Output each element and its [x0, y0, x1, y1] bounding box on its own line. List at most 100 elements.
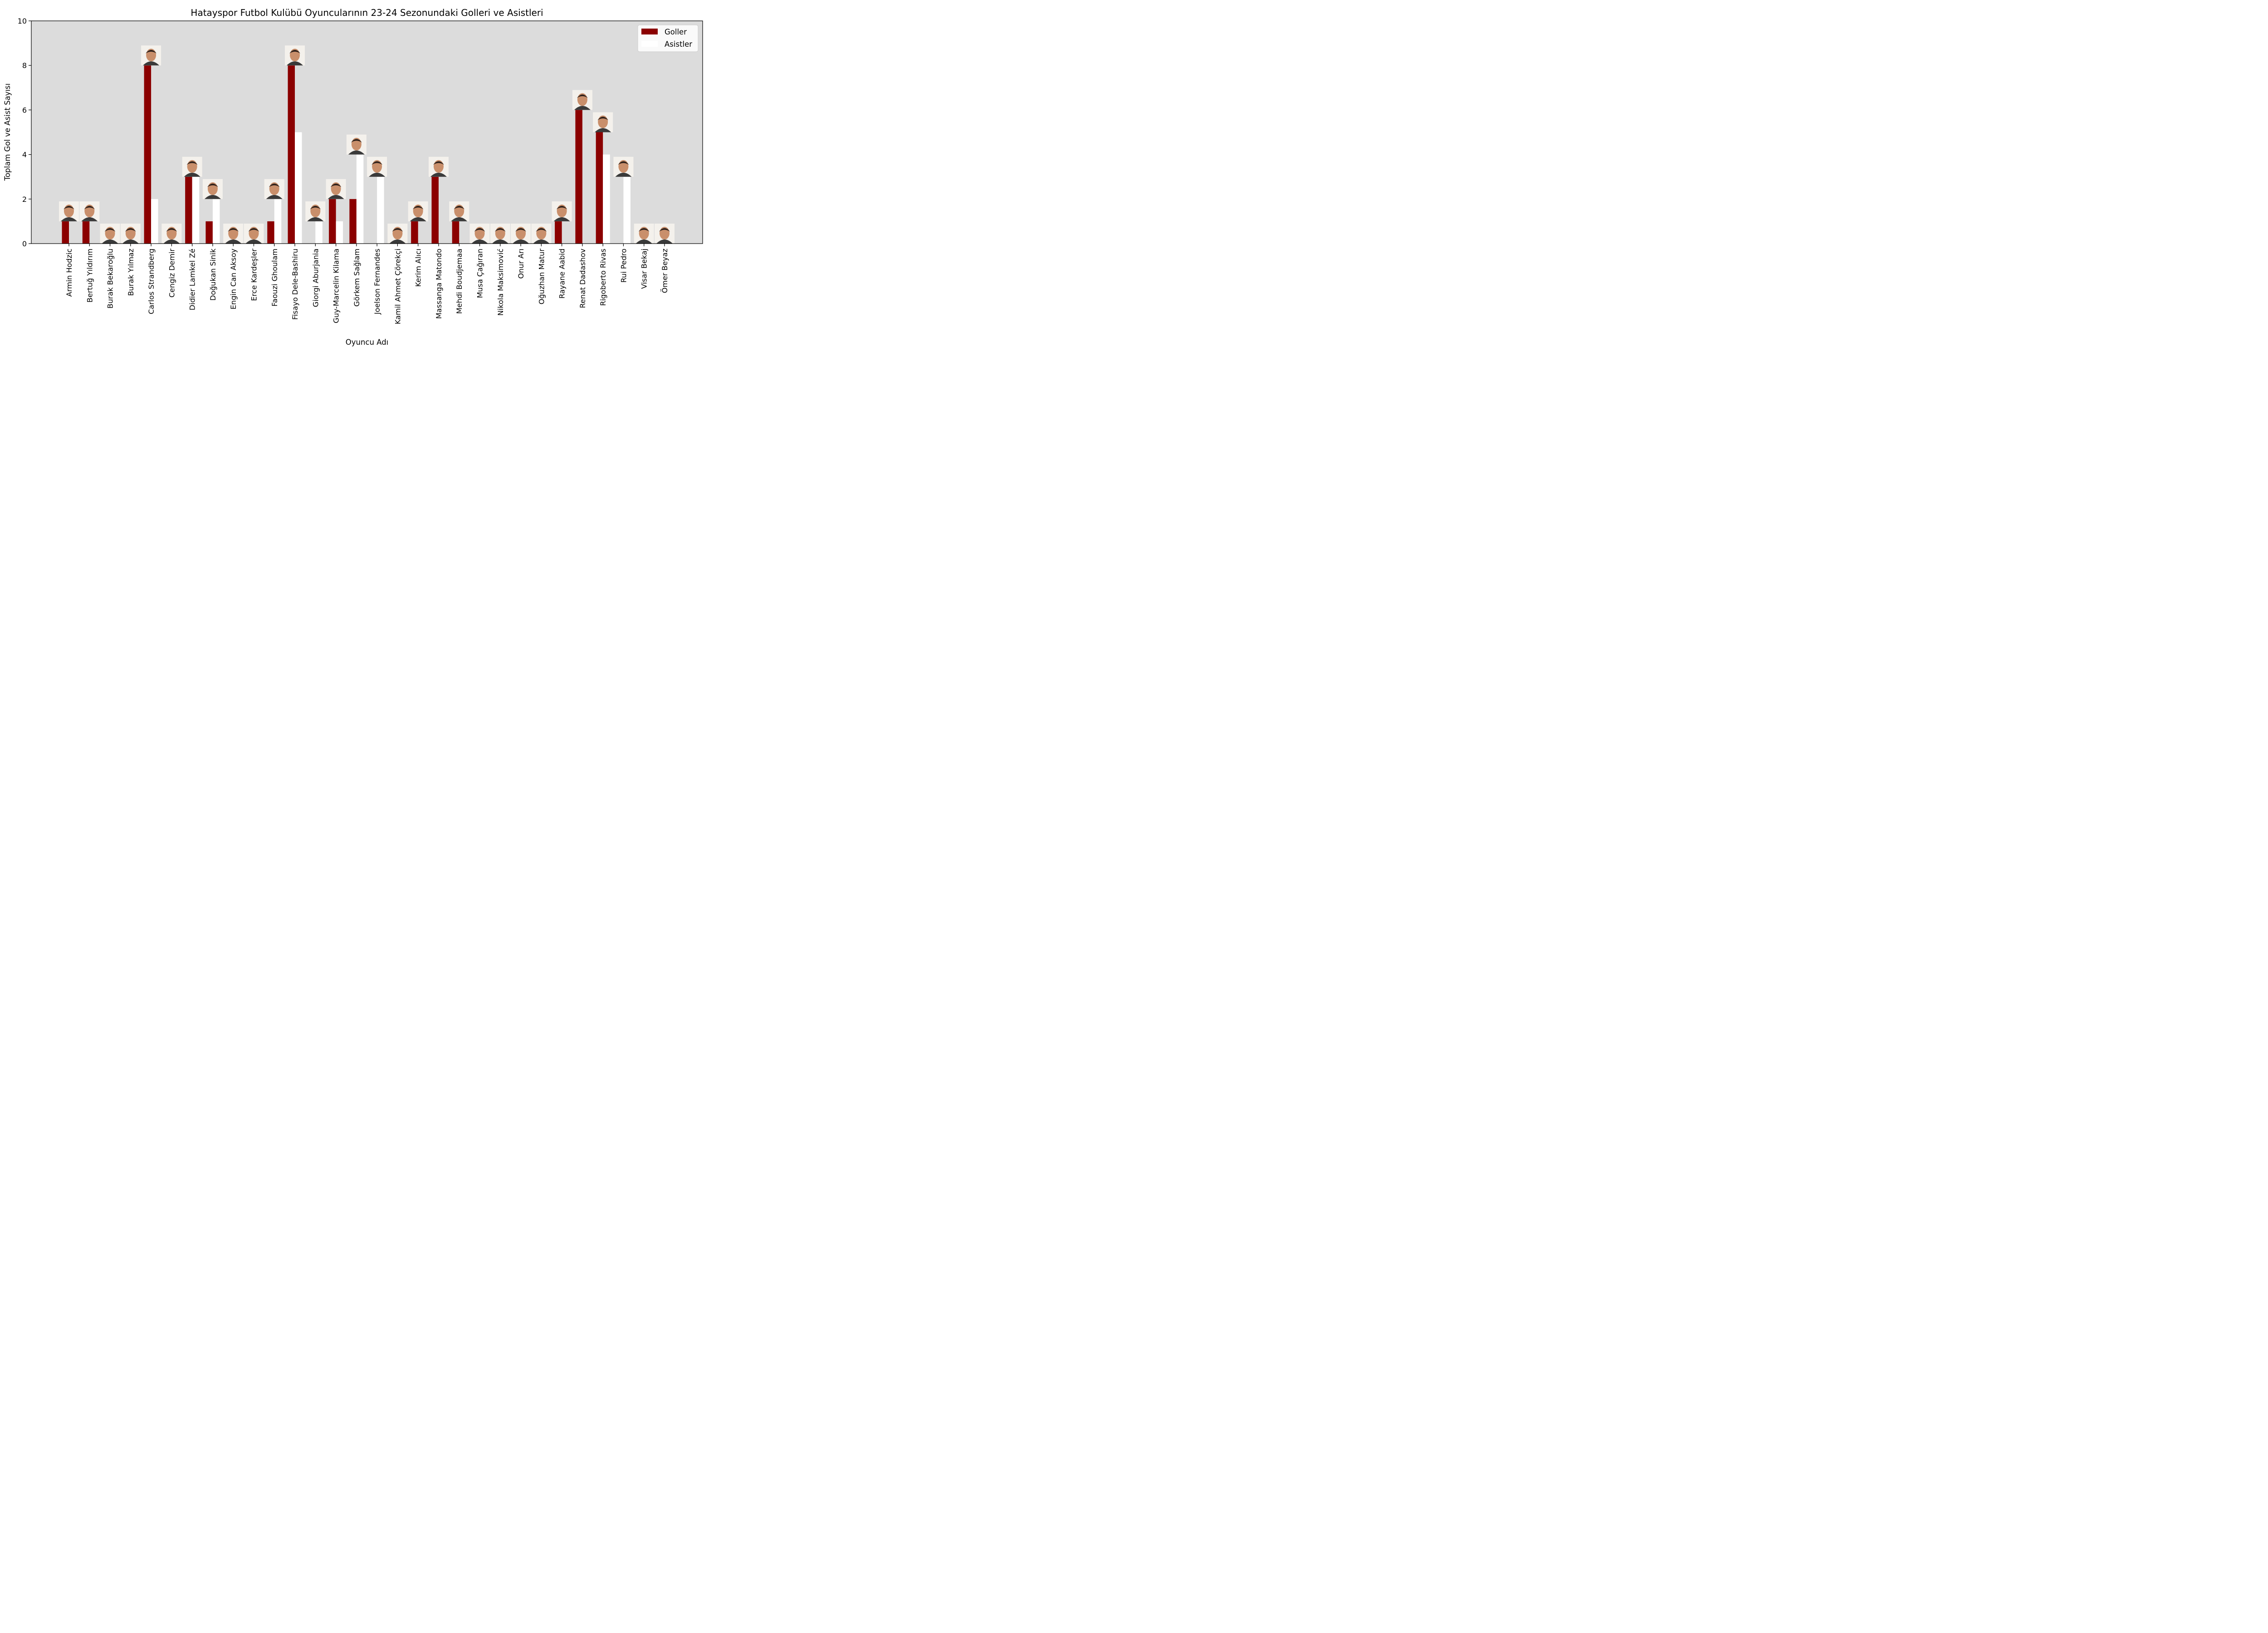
bar-asistler-26	[603, 154, 610, 244]
player-photo-14	[346, 134, 367, 155]
x-tick-label-16: Kamil Ahmet Çörekçi	[393, 249, 402, 324]
player-photo-22	[511, 224, 531, 244]
player-photo-6	[182, 156, 202, 177]
bar-asistler-12	[315, 221, 323, 244]
x-tick-label-24: Rayane Aabid	[558, 249, 567, 298]
bar-goller-1	[82, 221, 90, 244]
player-photo-9	[244, 224, 264, 244]
bar-asistler-11	[295, 132, 302, 244]
bar-asistler-6	[192, 176, 200, 244]
y-tick-label-0: 0	[22, 240, 27, 248]
player-photo-21	[490, 224, 510, 244]
x-tick-label-6: Didier Lamkel Zé	[188, 249, 197, 310]
player-photo-12	[305, 201, 326, 221]
x-tick-label-26: Rigoberto Rivas	[599, 249, 607, 306]
player-photo-3	[120, 224, 141, 244]
legend-label-goller: Goller	[665, 28, 687, 36]
x-tick-label-27: Rui Pedro	[619, 249, 628, 283]
x-tick-label-11: Fisayo Dele-Bashiru	[291, 249, 299, 320]
x-tick-label-14: Görkem Sağlam	[352, 249, 361, 307]
x-tick-label-15: Joelson Fernandes	[373, 249, 381, 315]
x-tick-label-7: Doğukan Sinik	[209, 248, 217, 301]
bar-goller-0	[62, 221, 69, 244]
x-tick-label-1: Bertuğ Yıldırım	[85, 249, 94, 303]
bar-asistler-7	[212, 199, 220, 244]
player-photo-11	[285, 45, 305, 66]
player-photo-18	[428, 156, 449, 177]
player-photo-26	[593, 112, 613, 132]
bar-asistler-10	[274, 199, 282, 244]
player-photo-4	[141, 45, 161, 66]
player-photos-layer	[59, 45, 675, 244]
y-axis: 0 2 4 6 8 10	[18, 17, 31, 248]
player-photo-17	[408, 201, 428, 221]
player-photo-0	[59, 201, 79, 221]
legend-label-asistler: Asistler	[665, 40, 692, 49]
bar-goller-7	[205, 221, 213, 244]
bar-goller-13	[329, 199, 336, 244]
player-photo-25	[572, 90, 592, 110]
bar-goller-4	[144, 65, 152, 244]
x-tick-label-25: Renat Dadashov	[578, 249, 587, 308]
bar-asistler-14	[356, 154, 364, 244]
x-tick-label-29: Ömer Beyaz	[660, 249, 669, 293]
x-tick-label-3: Burak Yılmaz	[127, 249, 135, 296]
player-photo-20	[469, 224, 490, 244]
legend-swatch-goller	[641, 29, 658, 34]
bar-asistler-27	[623, 176, 631, 244]
x-tick-label-13: Guy-Marcelin Kilama	[332, 249, 341, 323]
x-tick-label-4: Carlos Strandberg	[147, 249, 156, 314]
x-tick-label-17: Kerim Alıcı	[414, 249, 423, 287]
x-tick-label-12: Giorgi Aburjania	[311, 249, 320, 307]
x-tick-label-8: Engin Can Aksoy	[229, 249, 238, 309]
x-tick-label-18: Massanga Matondo	[435, 249, 443, 319]
x-tick-label-19: Mehdi Boudjemaa	[455, 249, 464, 314]
legend: Goller Asistler	[637, 24, 699, 52]
player-photo-16	[387, 224, 408, 244]
player-photo-13	[326, 179, 346, 199]
y-tick-label-3: 6	[22, 106, 27, 114]
x-tick-label-28: Visar Bekaj	[640, 249, 649, 289]
y-tick-label-2: 4	[22, 151, 27, 159]
bar-goller-24	[555, 221, 562, 244]
y-tick-label-5: 10	[18, 17, 27, 25]
bar-goller-18	[431, 176, 439, 244]
player-photo-29	[655, 224, 675, 244]
chart-title: Hatayspor Futbol Kulübü Oyuncularının 23…	[191, 7, 543, 18]
x-tick-label-23: Oğuzhan Matur	[537, 249, 546, 304]
bar-asistler-15	[377, 176, 384, 244]
x-tick-label-20: Musa Çağıran	[476, 249, 484, 298]
x-tick-label-22: Onur Arı	[517, 249, 525, 279]
player-photo-10	[264, 179, 284, 199]
bar-chart: 0 2 4 6 8 10 Armin Hodzic Bertuğ Yıldırım Burak…	[0, 0, 708, 354]
player-photo-8	[223, 224, 244, 244]
player-photo-28	[634, 224, 654, 244]
x-axis-label: Oyuncu Adı	[346, 338, 389, 347]
bar-goller-6	[185, 176, 192, 244]
player-photo-15	[367, 156, 387, 177]
x-tick-label-9: Erce Kardeşler	[249, 249, 258, 301]
player-photo-2	[100, 224, 120, 244]
bar-goller-17	[411, 221, 418, 244]
bar-goller-26	[596, 132, 603, 244]
player-photo-19	[449, 201, 469, 221]
y-tick-label-1: 2	[22, 195, 27, 204]
player-photo-24	[552, 201, 572, 221]
bars-layer	[62, 65, 631, 244]
bar-asistler-4	[151, 199, 158, 244]
bar-asistler-13	[336, 221, 343, 244]
x-tick-label-10: Faouzi Ghoulam	[270, 249, 279, 307]
y-axis-label: Toplam Gol ve Asist Sayısı	[3, 83, 12, 181]
legend-swatch-asistler	[641, 41, 658, 47]
chart-container: 0 2 4 6 8 10 Armin Hodzic Bertuğ Yıldırım Burak…	[0, 0, 708, 354]
x-tick-label-5: Cengiz Demir	[167, 249, 176, 298]
player-photo-27	[613, 156, 634, 177]
bar-goller-10	[267, 221, 274, 244]
x-tick-label-21: Nikola Maksimović	[496, 249, 505, 316]
plot-frame	[31, 20, 703, 244]
bar-goller-19	[452, 221, 459, 244]
y-tick-label-4: 8	[22, 61, 27, 70]
x-tick-label-0: Armin Hodzic	[65, 249, 73, 297]
bar-goller-14	[349, 199, 357, 244]
player-photo-5	[161, 224, 182, 244]
